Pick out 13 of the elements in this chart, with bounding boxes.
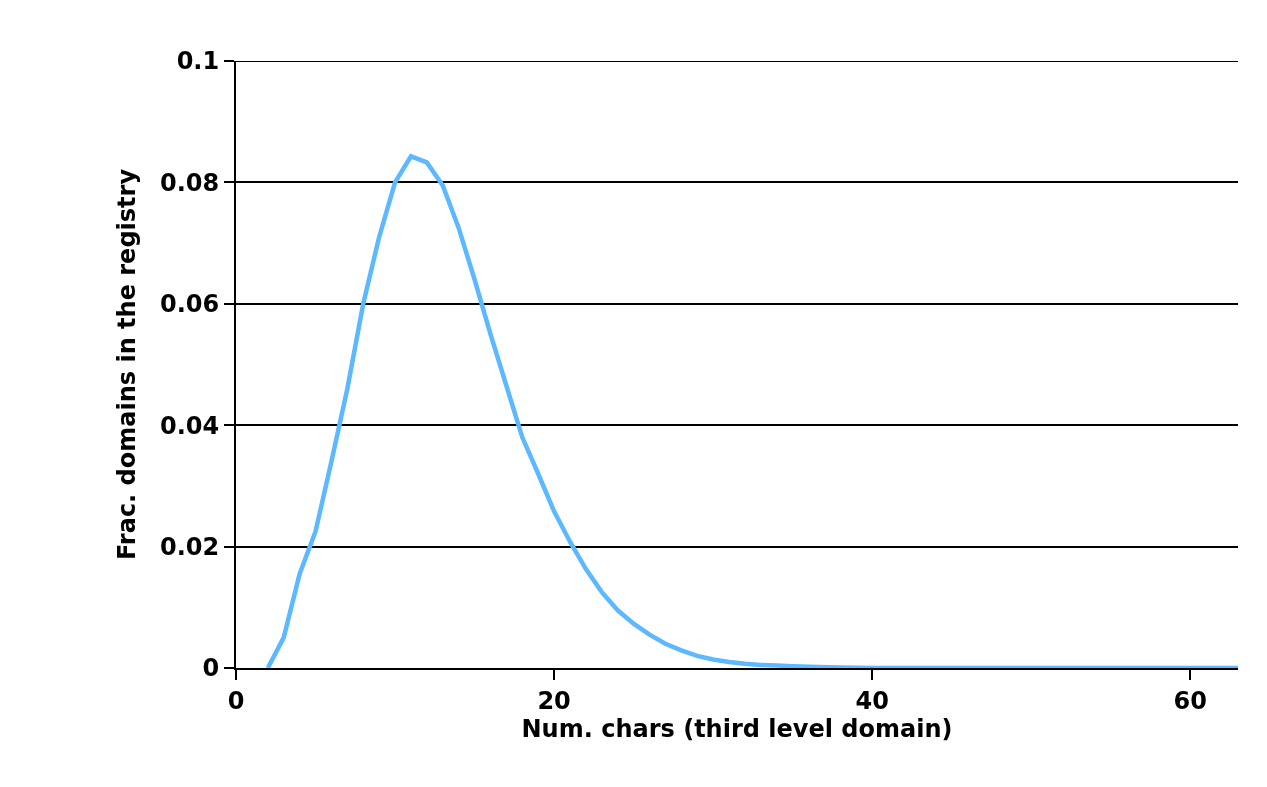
y-tick-label: 0 [202,654,220,683]
x-tick-label: 40 [855,686,889,715]
x-tick-label: 20 [537,686,571,715]
x-tick-label: 60 [1173,686,1207,715]
y-tick-label: 0.1 [176,47,220,76]
y-tick-label: 0.02 [159,533,220,561]
y-tick-label: 0.06 [159,290,220,319]
line-series [265,154,1238,668]
x-tick-label: 0 [227,686,245,715]
y-tick-label: 0.04 [159,411,220,440]
y-tick-label: 0.08 [159,168,220,197]
y-axis-title: Frac. domains in the registry [112,168,141,561]
x-axis-title: Num. chars (third level domain) [521,714,953,743]
